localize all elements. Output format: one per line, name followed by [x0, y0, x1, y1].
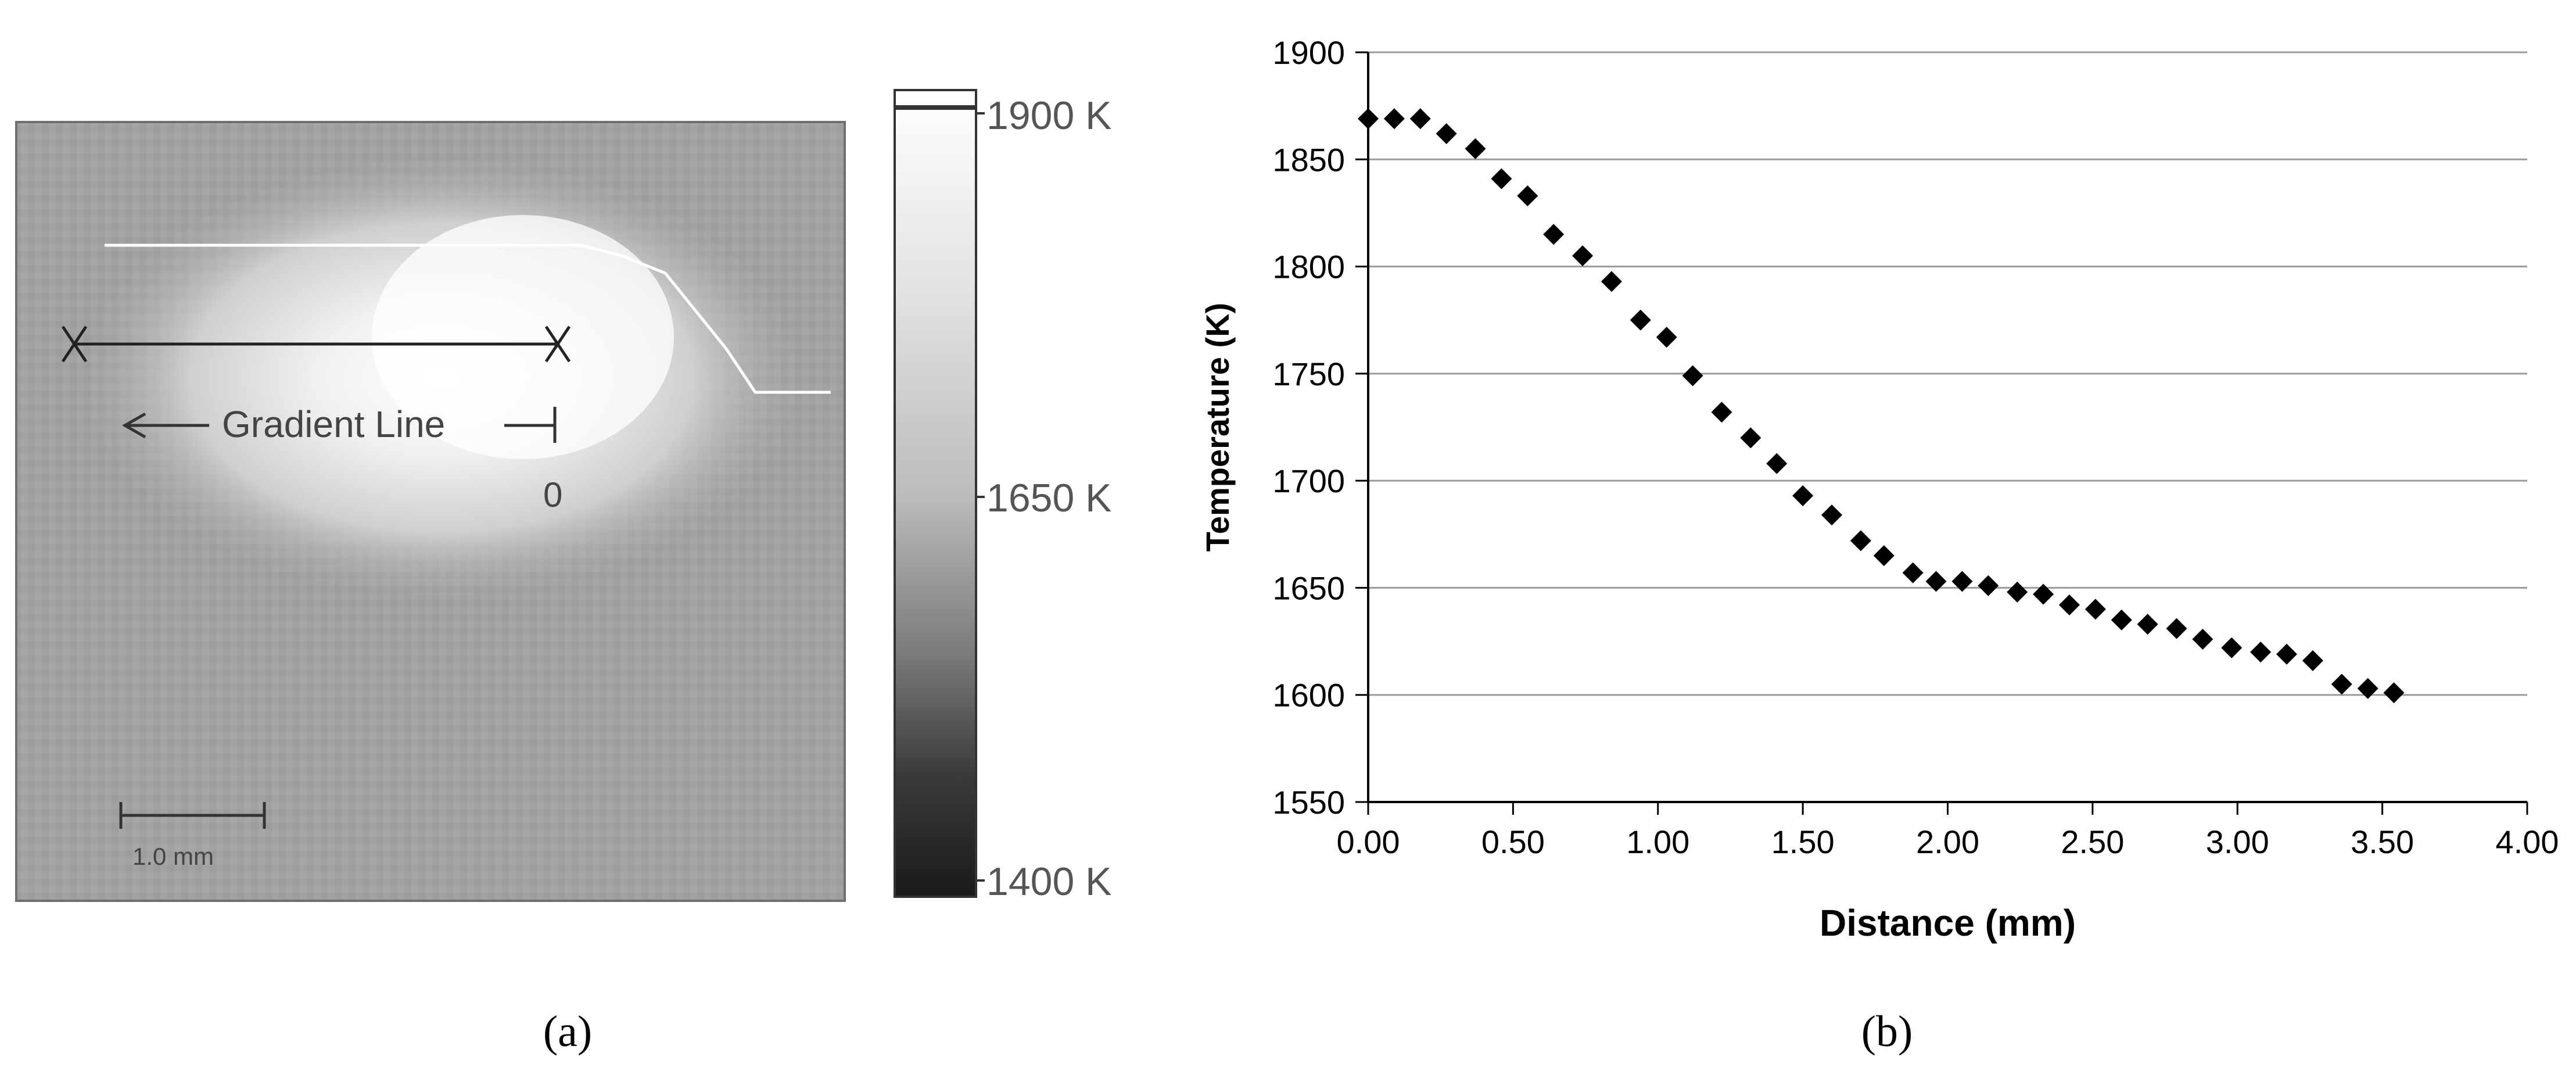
gridlines — [1368, 51, 2527, 696]
data-point — [2166, 618, 2187, 639]
y-tick-label: 1600 — [1272, 677, 1345, 714]
data-point — [1951, 571, 1973, 592]
data-point — [2137, 614, 2158, 635]
x-tick-label: 2.50 — [2061, 824, 2124, 860]
colorbar-max-label: 1900 K — [986, 94, 1112, 138]
x-tick-label: 0.00 — [1337, 824, 1400, 860]
data-point — [1682, 365, 1703, 386]
y-tick-label: 1700 — [1272, 463, 1345, 499]
colorbar-mid-label: 1650 K — [986, 476, 1112, 520]
data-point — [2221, 637, 2243, 658]
y-tick-label: 1750 — [1272, 356, 1345, 392]
data-point — [2192, 628, 2213, 650]
x-tick-label: 3.00 — [2206, 824, 2269, 860]
data-point — [1409, 108, 1431, 130]
x-axis-label: Distance (mm) — [1820, 902, 2076, 944]
data-point — [2357, 678, 2378, 699]
data-point — [1572, 245, 1594, 267]
scale-bar-label: 1.0 mm — [132, 843, 214, 870]
data-points — [1358, 108, 2405, 704]
x-marker-left — [61, 325, 88, 363]
data-point — [1850, 530, 1871, 552]
colorbar-min-label: 1400 K — [986, 860, 1112, 904]
data-point — [1543, 224, 1565, 245]
data-point — [2033, 583, 2054, 605]
data-point — [1925, 571, 1947, 592]
x-tick-label: 4.00 — [2496, 824, 2559, 860]
data-point — [1465, 138, 1486, 159]
data-point — [1873, 545, 1895, 567]
y-tick-label: 1900 — [1272, 34, 1345, 71]
data-point — [1740, 427, 1761, 449]
colorbar: 1900 K 1650 K 1400 K — [894, 89, 1112, 904]
y-tick-labels: 1550 1600 1650 1700 1750 1800 1850 1900 — [1272, 34, 1345, 821]
caption-b: (b) — [1861, 1007, 1913, 1056]
origin-tick — [504, 407, 557, 443]
data-point — [2111, 609, 2132, 631]
chart-axes — [1355, 51, 2528, 815]
y-tick-label: 1850 — [1272, 141, 1345, 178]
data-point — [2250, 642, 2272, 663]
origin-label: 0 — [543, 475, 562, 514]
x-tick-label: 3.50 — [2351, 824, 2414, 860]
data-point — [1383, 108, 1405, 130]
data-point — [1902, 562, 1924, 583]
data-point — [1978, 575, 1999, 596]
data-point — [1766, 453, 1788, 474]
data-point — [1491, 168, 1512, 189]
data-point — [2276, 643, 2298, 665]
data-point — [2058, 594, 2080, 615]
data-point — [1517, 185, 1538, 206]
data-point — [2331, 674, 2352, 695]
thermal-image-panel: Gradient Line 0 1.0 mm — [15, 121, 846, 902]
data-point — [1656, 327, 1677, 348]
data-point — [2383, 682, 2405, 704]
melt-pool-boundary-line — [105, 244, 831, 394]
caption-a: (a) — [543, 1007, 592, 1056]
data-point — [1601, 271, 1622, 292]
x-tick-label: 1.00 — [1626, 824, 1689, 860]
x-tick-label: 1.50 — [1771, 824, 1835, 860]
y-axis-label: Temperature (K) — [1199, 303, 1236, 552]
data-point — [2302, 650, 2323, 671]
gradient-line-label: Gradient Line — [222, 403, 445, 445]
temperature-chart: 1550 1600 1650 1700 1750 1800 1850 1900 0.00 0.5… — [1199, 34, 2559, 944]
data-point — [1630, 309, 1651, 331]
y-tick-label: 1800 — [1272, 249, 1345, 285]
data-point — [1821, 504, 1842, 526]
left-arrow-icon — [121, 412, 209, 439]
x-tick-label: 2.00 — [1916, 824, 1979, 860]
data-point — [2085, 599, 2106, 620]
data-point — [1358, 108, 1379, 130]
data-point — [1711, 402, 1732, 423]
data-point — [1436, 123, 1457, 145]
scale-bar — [119, 802, 266, 829]
y-tick-label: 1650 — [1272, 570, 1345, 606]
data-point — [2007, 581, 2028, 603]
data-point — [1792, 485, 1814, 506]
x-tick-label: 0.50 — [1481, 824, 1545, 860]
x-tick-labels: 0.00 0.50 1.00 1.50 2.00 2.50 3.00 3.50 4.00 — [1337, 824, 2559, 860]
y-tick-label: 1550 — [1272, 784, 1345, 821]
x-marker-right — [544, 325, 571, 363]
